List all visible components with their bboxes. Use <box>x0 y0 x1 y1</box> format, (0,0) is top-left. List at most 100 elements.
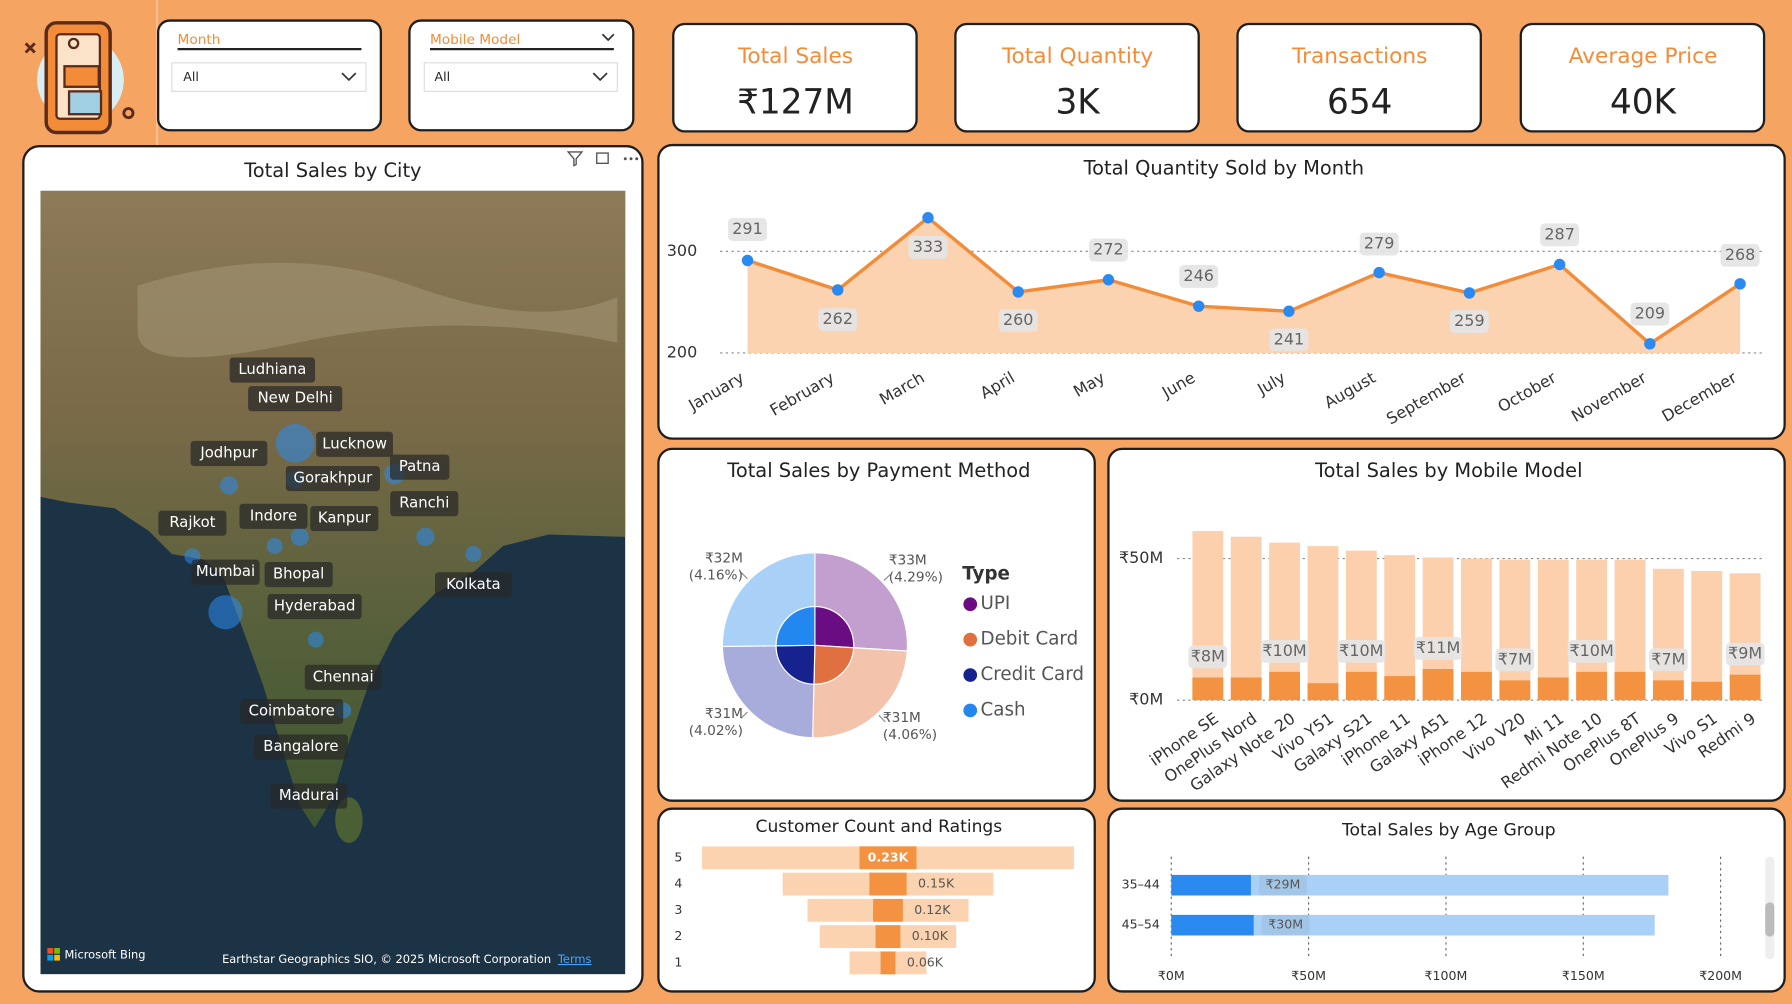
value-label: 333 <box>913 237 944 256</box>
point <box>922 212 934 224</box>
legend-marker <box>963 668 978 682</box>
filter-model[interactable]: Mobile Model All <box>408 19 635 132</box>
city-label: Patna <box>399 458 441 475</box>
filter-month[interactable]: Month All <box>156 19 383 132</box>
city-label-bg <box>248 386 343 412</box>
city-label-bg <box>191 559 260 585</box>
bar <box>1345 671 1377 701</box>
kpi-card <box>1519 22 1766 133</box>
city-label: Chennai <box>313 668 374 685</box>
city-label: Kanpur <box>318 510 372 527</box>
value-label: ₹8M <box>1191 646 1225 665</box>
legend-title: Type <box>962 564 1010 585</box>
city-label-bg <box>264 561 333 588</box>
filter-label: Mobile Model <box>430 32 520 48</box>
city-label-bg <box>285 466 380 492</box>
value-label: ₹30M <box>1268 917 1303 932</box>
bar <box>1691 571 1723 701</box>
value-label-bg <box>1567 639 1616 663</box>
leader-line <box>740 571 748 580</box>
city-label-bg <box>190 440 268 467</box>
bar <box>1537 677 1569 701</box>
bar <box>1576 671 1608 701</box>
map-attribution: Earthstar Geographics SIO, © 2025 Micros… <box>222 952 551 966</box>
value-label: ₹10M <box>1569 641 1613 660</box>
value-label: 246 <box>1183 266 1214 285</box>
funnel-bar <box>869 872 907 896</box>
data-label: ₹31M <box>883 710 921 726</box>
city-label-bg <box>304 664 382 690</box>
map-bubble <box>275 423 315 463</box>
age-panel <box>1107 807 1786 993</box>
map-bubble <box>208 595 243 630</box>
value-label-bg <box>998 309 1038 332</box>
pie-slice <box>775 644 816 685</box>
x-tick-label: ₹100M <box>1425 968 1468 983</box>
point <box>1283 305 1295 317</box>
scrollbar[interactable] <box>1765 856 1775 960</box>
map-logo <box>47 948 60 961</box>
city-label-bg <box>253 734 348 760</box>
bar <box>1269 671 1300 701</box>
bar <box>1384 676 1416 701</box>
city-label-bg <box>229 357 316 383</box>
map-bubble <box>416 527 435 546</box>
value-label-bg <box>1725 642 1765 666</box>
bar <box>1652 568 1684 701</box>
bar <box>1307 546 1339 701</box>
city-label-bg <box>390 454 450 480</box>
bar <box>1171 914 1254 936</box>
panel-title: Customer Count and Ratings <box>755 817 1002 837</box>
data-label: (4.02%) <box>689 723 743 739</box>
value-label: ₹10M <box>1262 641 1306 660</box>
city-label: New Delhi <box>258 390 333 407</box>
kpi-value: 40K <box>1610 82 1678 122</box>
city-label: Kolkata <box>446 576 501 593</box>
legend-label: UPI <box>981 593 1011 614</box>
row-label: 3 <box>674 902 682 917</box>
y-tick-label: ₹50M <box>1119 548 1163 567</box>
panel-title: Total Quantity Sold by Month <box>1083 157 1364 180</box>
value-label: ₹7M <box>1651 649 1685 668</box>
y-tick-label: ₹0M <box>1129 690 1163 709</box>
map-bubble <box>465 545 482 562</box>
kpi-card <box>672 22 918 133</box>
city-label: Ranchi <box>399 495 449 512</box>
pie-slice <box>813 644 855 685</box>
point <box>1463 287 1476 299</box>
value-label-bg <box>1179 265 1219 288</box>
y-tick-label: 200 <box>667 342 698 361</box>
y-tick-label: 300 <box>667 241 698 260</box>
point <box>1644 338 1656 350</box>
kpi-title: Average Price <box>1569 44 1718 69</box>
bar <box>1192 677 1224 701</box>
filter-value: All <box>183 69 199 84</box>
bar <box>1422 669 1454 701</box>
city-label-bg <box>310 505 379 532</box>
city-label: Ludhiana <box>238 361 306 378</box>
value-label-bg <box>1337 639 1386 663</box>
x-tick-label: ₹200M <box>1699 968 1742 983</box>
point <box>1553 258 1566 271</box>
map-toolbar[interactable] <box>566 151 639 167</box>
value-label: 209 <box>1635 304 1666 323</box>
data-label: 0.06K <box>907 954 944 969</box>
kpi-value: 654 <box>1327 82 1392 122</box>
value-label-bg <box>1260 639 1309 663</box>
value-label: ₹10M <box>1339 641 1383 660</box>
value-label-bg <box>1359 232 1399 256</box>
map-bubble <box>266 537 283 554</box>
legend-marker <box>963 632 978 647</box>
value-label-bg <box>818 308 858 332</box>
map-provider: Microsoft Bing <box>64 947 145 961</box>
value-label-bg <box>1540 223 1580 247</box>
map-terms[interactable]: Terms <box>557 952 592 966</box>
bar <box>1537 559 1569 701</box>
bar <box>1614 671 1646 701</box>
data-label: 0.23K <box>868 849 910 864</box>
value-label-bg <box>1449 310 1489 333</box>
point <box>1734 278 1746 290</box>
bar <box>1652 680 1684 701</box>
value-label-bg <box>1089 238 1128 262</box>
